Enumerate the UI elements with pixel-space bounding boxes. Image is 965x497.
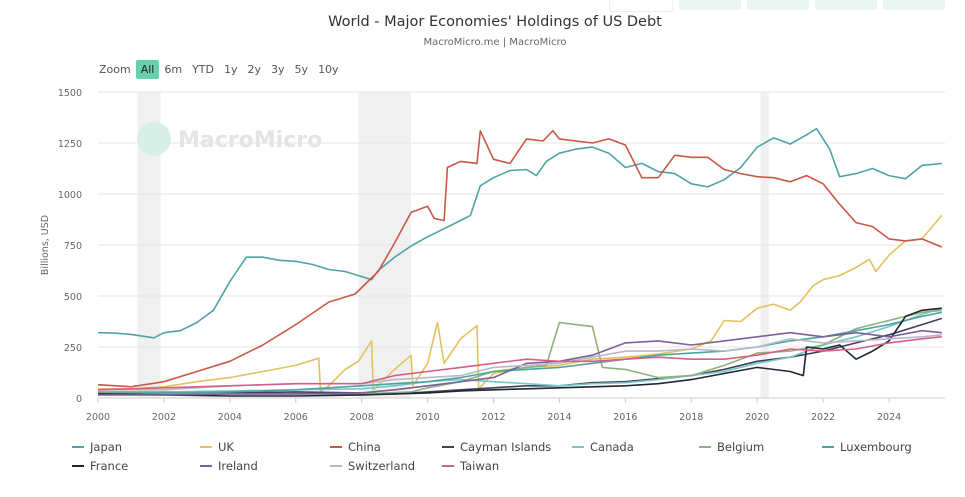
chart-subtitle: MacroMicro.me | MacroMicro: [423, 37, 567, 48]
legend-item-taiwan[interactable]: Taiwan: [442, 459, 499, 473]
range-2y-button[interactable]: 2y: [247, 63, 262, 76]
legend-label: UK: [218, 440, 234, 454]
series-line-japan: [97, 127, 942, 339]
x-tick-label: 2008: [350, 412, 374, 423]
x-tick-label: 2014: [547, 412, 571, 423]
legend-item-japan[interactable]: Japan: [72, 440, 122, 454]
x-tick-label: 2010: [416, 412, 440, 423]
range-selector: Zoom All 6m YTD 1y 2y 3y 5y 10y: [94, 60, 344, 79]
chart-title: World - Major Economies' Holdings of US …: [328, 14, 662, 30]
range-1y-button[interactable]: 1y: [224, 63, 238, 76]
series-line-taiwan: [97, 336, 942, 391]
legend-label: Canada: [590, 440, 634, 454]
legend-item-switzerland[interactable]: Switzerland: [330, 459, 415, 473]
range-3y-button[interactable]: 3y: [271, 63, 285, 76]
legend-swatch-icon: [442, 446, 454, 448]
legend-label: France: [90, 459, 129, 473]
legend-item-france[interactable]: France: [72, 459, 128, 473]
x-tick-label: 2016: [613, 412, 637, 423]
toolbar-button[interactable]: [609, 0, 673, 12]
y-tick-label: 0: [76, 394, 82, 405]
range-6m-button[interactable]: 6m: [164, 63, 183, 76]
range-5y-button[interactable]: 5y: [294, 63, 309, 76]
x-tick-label: 2006: [284, 412, 308, 423]
legend-item-china[interactable]: China: [330, 440, 381, 454]
legend-swatch-icon: [200, 465, 212, 467]
x-tick-label: 2004: [218, 412, 242, 423]
x-tick-label: 2024: [877, 412, 901, 423]
y-axis-label: Billions, USD: [40, 215, 51, 275]
x-tick-label: 2012: [481, 412, 505, 423]
range-all-button[interactable]: All: [135, 60, 160, 79]
watermark-text: MacroMicro: [178, 128, 322, 153]
x-tick-label: 2002: [152, 412, 176, 423]
legend-item-canada[interactable]: Canada: [572, 440, 634, 454]
legend-label: Ireland: [218, 459, 258, 473]
legend-swatch-icon: [72, 465, 84, 467]
x-tick-label: 2000: [86, 412, 110, 423]
y-tick-label: 750: [64, 241, 82, 252]
x-tick-label: 2020: [745, 412, 769, 423]
legend-label: Cayman Islands: [460, 440, 552, 454]
x-tick-label: 2022: [811, 412, 835, 423]
legend-swatch-icon: [200, 446, 212, 448]
legend-swatch-icon: [822, 446, 834, 448]
legend-item-cayman-islands[interactable]: Cayman Islands: [442, 440, 551, 454]
legend-label: Taiwan: [460, 459, 500, 473]
range-ytd-button[interactable]: YTD: [192, 63, 214, 76]
legend-item-luxembourg[interactable]: Luxembourg: [822, 440, 912, 454]
watermark-logo-icon: [137, 122, 171, 156]
y-tick-label: 1500: [58, 88, 82, 99]
legend-swatch-icon: [442, 465, 454, 467]
toolbar-button[interactable]: [883, 0, 945, 10]
legend-label: Luxembourg: [840, 440, 912, 454]
series-line-ireland: [98, 329, 942, 396]
zoom-label: Zoom: [99, 63, 131, 76]
legend-swatch-icon: [330, 465, 342, 467]
series-line-france: [97, 307, 942, 397]
legend-swatch-icon: [330, 446, 342, 448]
legend-label: Belgium: [717, 440, 765, 454]
legend-swatch-icon: [72, 446, 84, 448]
series-line-china: [97, 130, 943, 388]
range-10y-button[interactable]: 10y: [318, 63, 339, 76]
legend-item-uk[interactable]: UK: [200, 440, 234, 454]
legend-item-ireland[interactable]: Ireland: [200, 459, 258, 473]
y-tick-label: 250: [64, 343, 82, 354]
legend-label: Japan: [90, 440, 123, 454]
toolbar-button[interactable]: [679, 0, 741, 10]
line-chart: 0 250 500 750 1000 1250 1500 2000 2002 2004 2006 20…: [40, 88, 946, 423]
y-tick-label: 1000: [58, 190, 82, 201]
legend-label: Switzerland: [348, 459, 416, 473]
y-tick-label: 1250: [58, 139, 82, 150]
legend-swatch-icon: [572, 446, 584, 448]
legend-label: China: [348, 440, 381, 454]
toolbar-button[interactable]: [815, 0, 877, 10]
toolbar-button[interactable]: [747, 0, 809, 10]
legend-swatch-icon: [699, 446, 711, 448]
toolbar-buttons: [609, 0, 945, 12]
series-line-uk: [98, 214, 943, 393]
x-tick-label: 2018: [679, 412, 703, 423]
y-tick-label: 500: [64, 292, 82, 303]
legend-item-belgium[interactable]: Belgium: [699, 440, 764, 454]
